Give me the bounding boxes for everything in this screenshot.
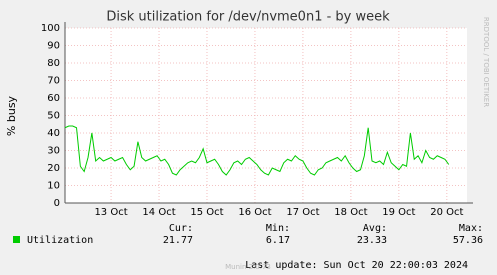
x-tick-label: 17 Oct [286,207,319,218]
legend-swatch [13,236,20,243]
y-tick-label: 90 [47,41,60,52]
stat-header: Min: [266,223,290,234]
x-tick-label: 20 Oct [430,207,463,218]
data-line [64,125,450,176]
footer: Munin 2.0.73 [225,263,271,271]
stat-header: Max: [459,223,483,234]
x-tick-label: 15 Oct [190,207,223,218]
y-tick-label: 40 [47,128,60,139]
y-tick-label: 70 [47,76,60,87]
stat-header: Avg: [363,223,387,234]
x-tick-label: 14 Oct [142,207,175,218]
stat-value: 6.17 [266,235,290,246]
stat-header: Cur: [169,223,193,234]
y-tick-label: 0 [54,198,60,209]
y-tick-label: 30 [47,146,60,157]
y-tick-label: 50 [47,111,60,122]
y-tick-label: 20 [47,163,60,174]
side-text: RRDTOOL / TOBI OETIKER [482,17,490,107]
y-tick-label: 100 [41,23,60,34]
stat-value: 21.77 [163,235,193,246]
last-update: Last update: Sun Oct 20 22:00:03 2024 [245,260,468,271]
x-tick-label: 18 Oct [334,207,367,218]
y-axis-label: % busy [5,95,18,136]
y-tick-label: 80 [47,58,60,69]
stat-value: 57.36 [453,235,483,246]
y-tick-label: 10 [47,181,60,192]
x-tick-label: 13 Oct [94,207,127,218]
y-tick-label: 60 [47,93,60,104]
legend-label: Utilization [27,235,93,246]
chart-title: Disk utilization for /dev/nvme0n1 - by w… [106,10,390,25]
x-tick-label: 16 Oct [238,207,271,218]
x-tick-label: 19 Oct [382,207,415,218]
stat-value: 23.33 [357,235,387,246]
